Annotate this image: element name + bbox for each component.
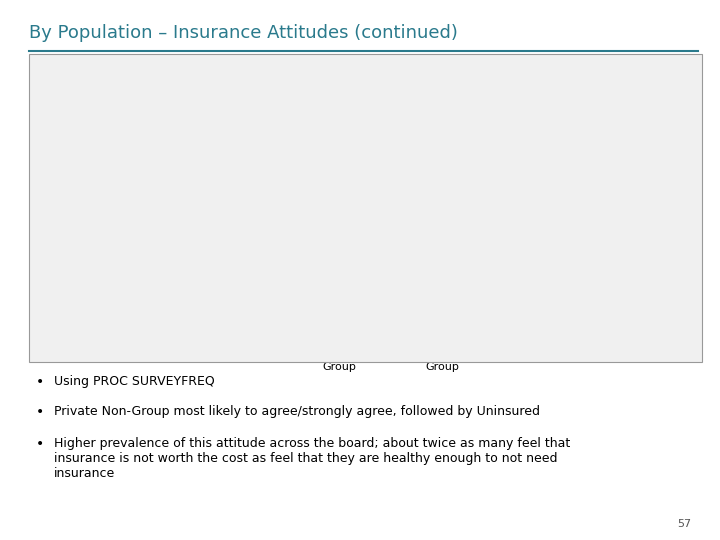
Text: 57: 57: [677, 519, 691, 529]
Text: Higher prevalence of this attitude across the board; about twice as many feel th: Higher prevalence of this attitude acros…: [54, 437, 570, 481]
Text: Using PROC SURVEYFREQ: Using PROC SURVEYFREQ: [54, 375, 215, 388]
Text: •: •: [36, 375, 44, 389]
Bar: [106, 197, 162, 346]
Bar: [619, 138, 675, 346]
Text: Private Non-Group most likely to agree/strongly agree, followed by Uninsured: Private Non-Group most likely to agree/s…: [54, 405, 540, 418]
Bar: [414, 215, 470, 346]
Bar: [209, 206, 265, 346]
Bar: [516, 247, 572, 346]
Bar: [311, 111, 367, 346]
Text: •: •: [36, 405, 44, 419]
Text: By Population – Insurance Attitudes (continued): By Population – Insurance Attitudes (con…: [29, 24, 458, 42]
Title: Health Insurance Not Worth the Cost: Health Insurance Not Worth the Cost: [232, 55, 549, 70]
Text: •: •: [36, 437, 44, 451]
